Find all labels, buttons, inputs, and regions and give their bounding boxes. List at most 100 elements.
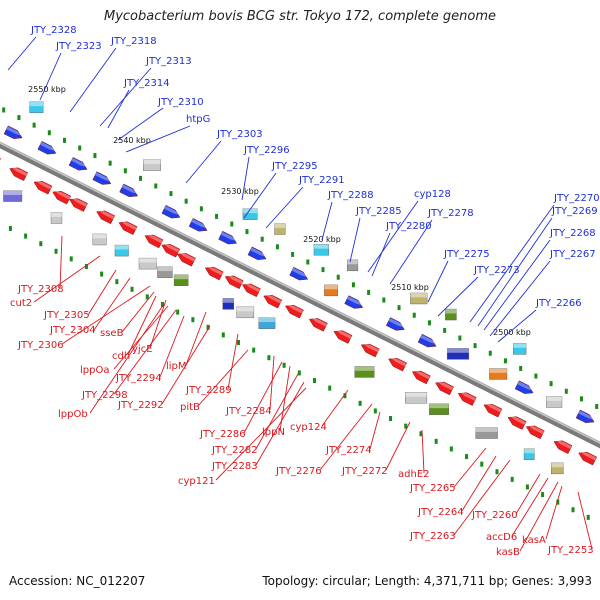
- reverse-feature-gloss: [51, 212, 62, 217]
- forward-gene-label[interactable]: JTY_2313: [145, 56, 192, 67]
- reverse-gene: [457, 391, 477, 406]
- forward-gene-label[interactable]: JTY_2291: [298, 175, 345, 186]
- reverse-gene-label[interactable]: JTY_2253: [547, 545, 594, 556]
- reverse-gene-label[interactable]: lppOb: [58, 409, 88, 420]
- forward-gene-label[interactable]: JTY_2288: [327, 190, 374, 201]
- reverse-gene-label[interactable]: JTY_2292: [117, 400, 164, 411]
- forward-gene-label[interactable]: JTY_2280: [385, 221, 432, 232]
- gc-tick: [267, 355, 271, 361]
- forward-gene-label[interactable]: JTY_2275: [443, 249, 490, 260]
- forward-gene-label[interactable]: JTY_2269: [551, 206, 598, 217]
- reverse-gene-label[interactable]: JTY_2272: [341, 466, 388, 477]
- reverse-gene-label[interactable]: JTY_2263: [409, 531, 456, 542]
- reverse-gene-label[interactable]: JTY_2284: [225, 406, 272, 417]
- gc-tick: [473, 343, 477, 349]
- reverse-gene-leader-line: [545, 485, 563, 540]
- gene-labels[interactable]: JTY_2328 JTY_2323 JTY_2318 JTY_2313 JTY_2314…: [10, 25, 600, 558]
- gc-tick: [139, 175, 143, 181]
- forward-gene-label[interactable]: JTY_2310: [157, 97, 204, 108]
- gc-tick: [419, 431, 423, 437]
- forward-gene-label[interactable]: JTY_2296: [243, 145, 290, 156]
- reverse-gene-label[interactable]: sseB: [100, 328, 124, 339]
- forward-gene-label[interactable]: JTY_2273: [473, 265, 520, 276]
- reverse-feature: [354, 366, 375, 378]
- reverse-gene-shine: [413, 369, 431, 380]
- reverse-gene-label[interactable]: JTY_2305: [43, 310, 90, 321]
- forward-gene-label[interactable]: JTY_2323: [55, 41, 102, 52]
- forward-gene-label[interactable]: JTY_2303: [216, 129, 263, 140]
- gc-tick: [115, 279, 119, 285]
- forward-gene-label[interactable]: JTY_2314: [123, 78, 170, 89]
- reverse-gene-label[interactable]: JTY_2289: [185, 385, 232, 396]
- reverse-gene-label[interactable]: JTY_2306: [17, 340, 64, 351]
- reverse-gene-label[interactable]: JTY_2274: [325, 445, 372, 456]
- reverse-gene-label[interactable]: kasB: [496, 547, 520, 558]
- reverse-gene-label[interactable]: adhE2: [398, 469, 430, 480]
- reverse-gene-label[interactable]: JTY_2283: [211, 461, 258, 472]
- reverse-gene-leader-line: [255, 381, 305, 466]
- reverse-gene-label[interactable]: JTY_2304: [49, 325, 96, 336]
- forward-gene-label[interactable]: JTY_2270: [553, 193, 600, 204]
- reverse-feature-rect: [173, 274, 189, 286]
- reverse-gene-label[interactable]: accD6: [486, 532, 517, 543]
- feature-tracks: [0, 101, 599, 520]
- gc-tick: [519, 365, 523, 371]
- reverse-gene-label[interactable]: JTY_2294: [115, 373, 162, 384]
- forward-gene-label[interactable]: JTY_2285: [355, 206, 402, 217]
- reverse-gene-shape: [578, 451, 598, 466]
- reverse-gene: [553, 439, 573, 454]
- forward-gene-label[interactable]: JTY_2267: [549, 249, 596, 260]
- reverse-gene-label[interactable]: pitB: [180, 402, 200, 413]
- reverse-gene-label[interactable]: lppN: [262, 427, 285, 438]
- forward-outer-feature: [445, 308, 457, 321]
- reverse-gene-label[interactable]: JTY_2282: [211, 445, 258, 456]
- reverse-feature: [92, 233, 107, 246]
- reverse-gene: [435, 380, 454, 396]
- reverse-gene-label[interactable]: cut2: [10, 298, 32, 309]
- forward-gene-label[interactable]: JTY_2328: [30, 25, 77, 36]
- reverse-gene-shape: [204, 266, 224, 281]
- reverse-gene-shape: [525, 425, 545, 440]
- reverse-gene-label[interactable]: cdh: [112, 351, 130, 362]
- reverse-feature: [405, 392, 428, 404]
- reverse-gene-label[interactable]: JTY_2264: [417, 507, 464, 518]
- reverse-gene: [411, 369, 431, 385]
- reverse-gene-shine: [334, 329, 352, 339]
- forward-gene-label[interactable]: htpG: [186, 114, 210, 125]
- reverse-gene-shine: [509, 415, 526, 425]
- reverse-gene: [177, 252, 196, 267]
- reverse-gene-label[interactable]: JTY_2308: [17, 284, 64, 295]
- reverse-gene-label[interactable]: JTY_2260: [471, 510, 518, 521]
- forward-gene-label[interactable]: JTY_2268: [549, 228, 596, 239]
- reverse-gene-label[interactable]: lppOa: [80, 365, 109, 376]
- reverse-gene-label[interactable]: cyp121: [178, 476, 215, 487]
- reverse-gene-label[interactable]: cyp124: [290, 422, 327, 433]
- gc-tick: [343, 393, 347, 399]
- reverse-gene-label[interactable]: JTY_2276: [275, 466, 322, 477]
- reverse-gene-label[interactable]: kasA: [522, 535, 546, 546]
- reverse-gene-leader-line: [185, 311, 207, 366]
- reverse-feature-gloss: [405, 392, 427, 397]
- reverse-gene: [525, 424, 545, 440]
- reverse-gene-label[interactable]: JTY_2298: [81, 390, 128, 401]
- forward-gene-label[interactable]: JTY_2278: [427, 208, 474, 219]
- reverse-gene: [0, 152, 1, 167]
- reverse-gene-label[interactable]: yjcE: [132, 344, 153, 355]
- forward-gene-label[interactable]: JTY_2318: [110, 36, 157, 47]
- forward-gene-leader-line: [483, 239, 551, 331]
- reverse-gene-shape: [242, 283, 261, 298]
- reverse-feature-gloss: [157, 266, 173, 272]
- forward-gene-label[interactable]: JTY_2266: [535, 298, 582, 309]
- gc-tick: [93, 153, 97, 159]
- kbp-tick-label: 2530 kbp: [221, 187, 259, 196]
- reverse-gene-label[interactable]: lipM: [166, 361, 187, 372]
- gc-tick: [373, 408, 377, 414]
- reverse-gene-label[interactable]: JTY_2286: [199, 429, 246, 440]
- forward-gene-label[interactable]: JTY_2295: [271, 161, 318, 172]
- gc-tick: [297, 370, 301, 376]
- label-leader-lines: [7, 36, 593, 552]
- reverse-feature: [3, 190, 23, 202]
- reverse-gene-label[interactable]: JTY_2265: [409, 483, 456, 494]
- forward-gene-label[interactable]: cyp128: [414, 189, 451, 200]
- reverse-gene-shape: [388, 357, 407, 372]
